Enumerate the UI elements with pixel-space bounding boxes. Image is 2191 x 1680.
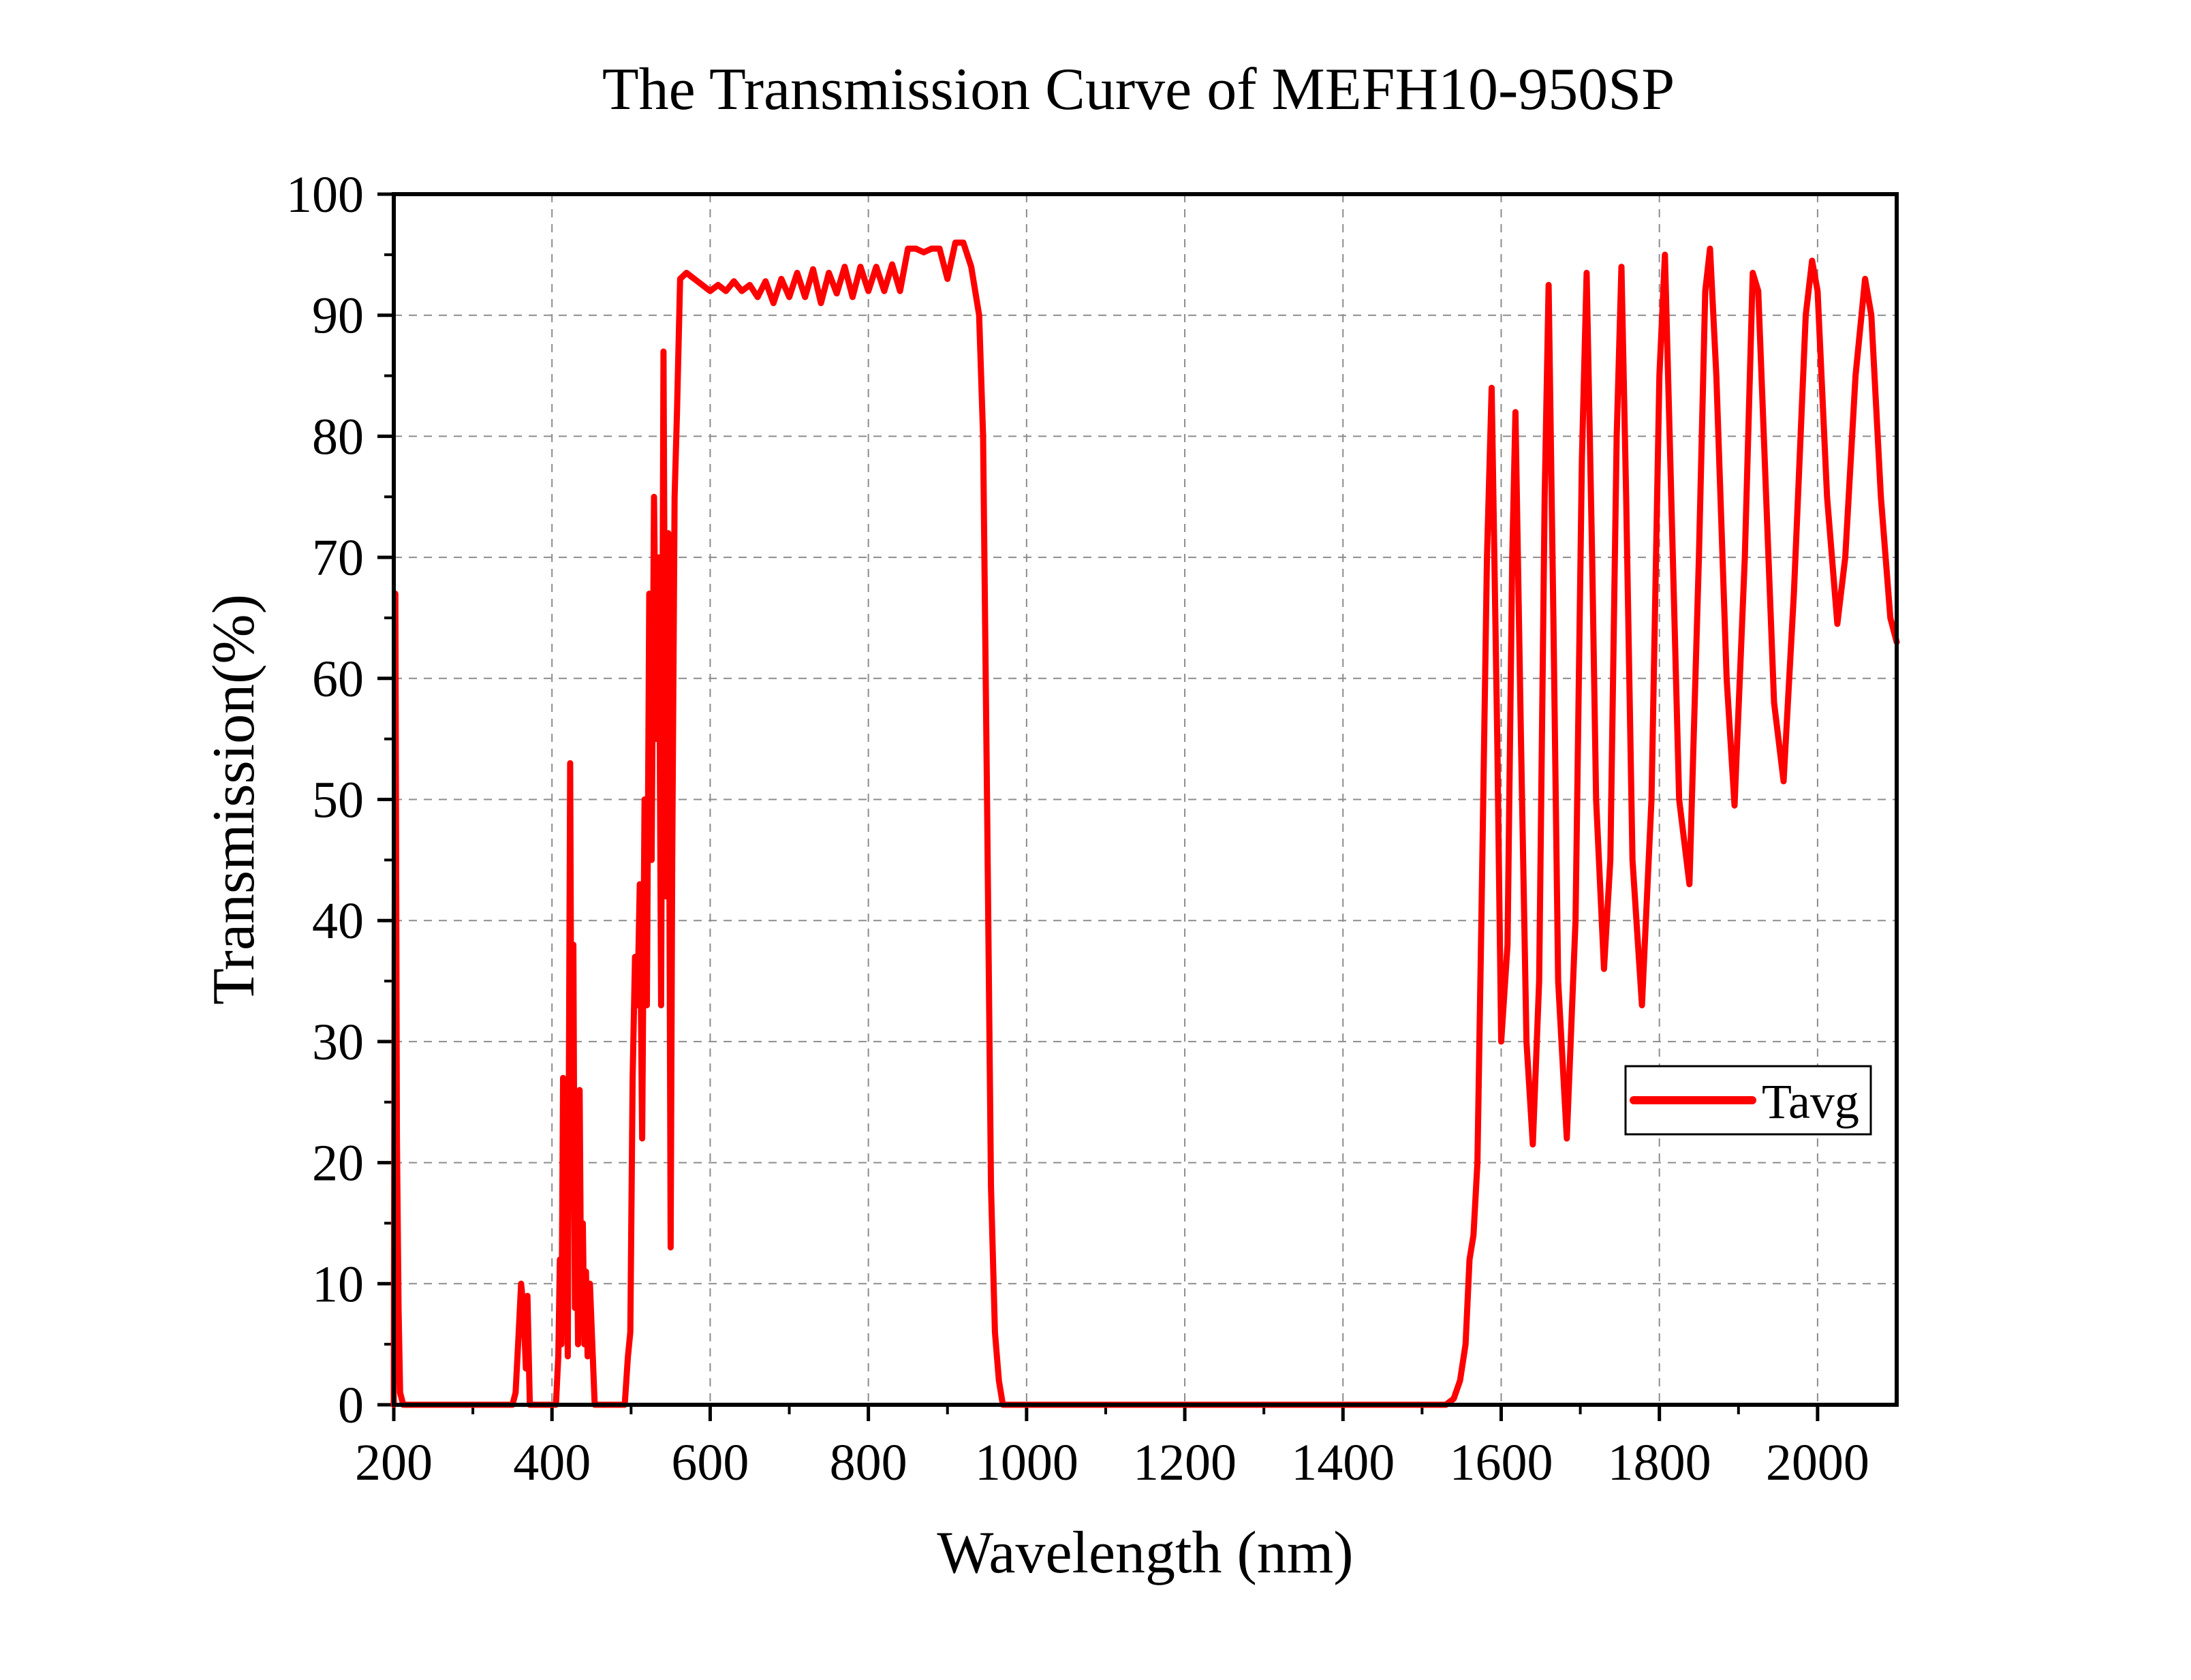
x-tick-label: 2000 [1766, 1434, 1869, 1491]
x-tick-label: 1800 [1608, 1434, 1711, 1491]
axis-ticks: 200 400 600 800 1000 1200 1400 1600 1800 2000 0 10 2… [286, 166, 1869, 1491]
legend: Tavg [1624, 1065, 1872, 1136]
y-tick-label: 30 [312, 1014, 364, 1071]
y-tick-label: 70 [312, 529, 364, 587]
x-tick-label: 1000 [975, 1434, 1078, 1491]
series-layer [390, 239, 1900, 1408]
y-tick-label: 40 [312, 892, 364, 950]
x-axis-label: Wavelength (nm) [937, 1520, 1353, 1586]
plot-frame [392, 192, 1899, 1407]
chart-title: The Transmission Curve of MEFH10-950SP [602, 57, 1675, 123]
y-tick-label: 100 [286, 166, 364, 223]
x-tick-label: 1600 [1449, 1434, 1553, 1491]
y-tick-label: 50 [312, 772, 364, 829]
y-tick-label: 10 [312, 1256, 364, 1313]
x-tick-label: 400 [513, 1434, 591, 1491]
x-tick-label: 200 [355, 1434, 433, 1491]
series-line-tavg [390, 239, 1900, 1408]
y-tick-label: 0 [338, 1377, 364, 1434]
x-tick-label: 1400 [1291, 1434, 1395, 1491]
y-tick-label: 20 [312, 1135, 364, 1192]
y-tick-label: 60 [312, 651, 364, 708]
legend-label: Tavg [1762, 1074, 1859, 1129]
y-tick-label: 90 [312, 287, 364, 345]
x-tick-label: 600 [671, 1434, 749, 1491]
y-axis-label: Transmission(%) [201, 594, 267, 1005]
y-tick-label: 80 [312, 408, 364, 465]
grid [394, 194, 1897, 1405]
x-tick-label: 1200 [1133, 1434, 1237, 1491]
x-tick-label: 800 [830, 1434, 907, 1491]
